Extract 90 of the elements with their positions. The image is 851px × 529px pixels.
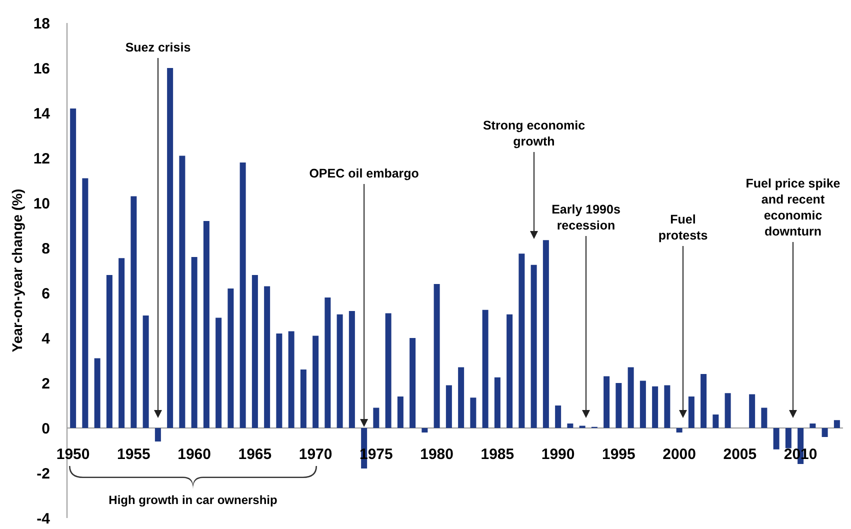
bar <box>264 286 270 428</box>
bar <box>652 386 658 428</box>
x-tick-label: 1950 <box>56 446 90 463</box>
y-tick-label: 4 <box>42 330 51 348</box>
x-tick-label: 1960 <box>178 446 211 463</box>
bar <box>688 396 694 428</box>
y-tick-label: 10 <box>33 195 50 212</box>
x-tick-label: 2000 <box>662 446 696 463</box>
bar <box>810 424 816 428</box>
bar <box>470 398 476 428</box>
annotation: Fuel protests <box>658 212 708 242</box>
bar <box>397 396 404 428</box>
y-tick-label: -4 <box>36 510 51 528</box>
bar <box>130 196 137 428</box>
x-tick-label: 1990 <box>541 446 575 463</box>
y-tick-label: 8 <box>42 240 50 258</box>
x-tick-label: 1985 <box>480 446 514 463</box>
bar <box>252 275 258 428</box>
bar <box>749 394 756 428</box>
bar <box>276 334 282 428</box>
y-tick-label: 0 <box>42 420 50 438</box>
bar <box>506 314 513 428</box>
bar <box>288 331 294 428</box>
y-tick-label: 12 <box>33 150 50 168</box>
bar <box>154 428 161 442</box>
bar <box>640 380 646 428</box>
x-tick-label: 1965 <box>238 446 272 463</box>
annotation: Suez crisis <box>125 40 191 54</box>
annotation: Strong economic growth <box>482 118 586 148</box>
x-tick-label: 2005 <box>723 446 757 463</box>
bar <box>567 424 574 428</box>
bar <box>191 257 198 428</box>
bar <box>628 367 634 428</box>
bar <box>373 408 380 428</box>
bar <box>494 377 500 428</box>
annotation: Early 1990s recession <box>552 202 620 232</box>
bar <box>70 108 76 428</box>
bar <box>300 370 306 428</box>
annotation: High growth in car ownership <box>108 493 278 507</box>
bar <box>312 336 319 428</box>
x-tick-label: 1980 <box>420 446 454 463</box>
y-tick-label: -2 <box>36 465 50 482</box>
bar <box>240 162 246 428</box>
bar <box>446 385 452 428</box>
y-tick-label: 18 <box>33 15 50 32</box>
bar <box>142 316 149 428</box>
bar <box>118 258 125 428</box>
bar <box>700 374 707 428</box>
bar <box>179 156 186 428</box>
bar <box>773 428 780 450</box>
y-tick-label: 16 <box>33 60 50 78</box>
bar <box>676 428 682 432</box>
bar <box>458 367 464 428</box>
annotation: Fuel price spike and recent economic downturn <box>746 176 840 238</box>
bar <box>555 406 562 428</box>
bar <box>348 311 355 428</box>
bar <box>834 420 840 428</box>
bar <box>616 383 622 428</box>
bar <box>604 376 610 428</box>
annotation: OPEC oil embargo <box>309 166 420 180</box>
bar <box>434 284 440 428</box>
x-tick-label: 1970 <box>298 446 332 463</box>
bar <box>216 318 222 428</box>
bar <box>106 275 112 428</box>
bar <box>324 298 331 428</box>
bar <box>82 178 88 428</box>
bar <box>228 288 234 428</box>
x-tick-label: 1955 <box>117 446 150 463</box>
bar <box>410 338 416 428</box>
y-axis-title: Year-on-year change (%) <box>9 188 25 352</box>
bar <box>712 414 719 428</box>
bar <box>724 393 731 428</box>
bar <box>664 385 670 428</box>
bar <box>785 428 792 448</box>
bar <box>94 358 100 428</box>
bar <box>518 254 525 428</box>
bar <box>203 221 210 428</box>
y-tick-label: 14 <box>33 105 51 122</box>
bar <box>542 240 549 428</box>
bar <box>336 314 343 428</box>
bar <box>482 310 488 428</box>
bar <box>422 428 428 432</box>
y-tick-label: 2 <box>42 375 50 392</box>
bar <box>822 428 828 437</box>
bar <box>761 408 768 428</box>
bar <box>385 313 392 428</box>
bar <box>167 68 174 428</box>
y-tick-label: 6 <box>42 285 50 302</box>
x-tick-label: 1995 <box>602 446 636 463</box>
bar <box>530 264 537 428</box>
